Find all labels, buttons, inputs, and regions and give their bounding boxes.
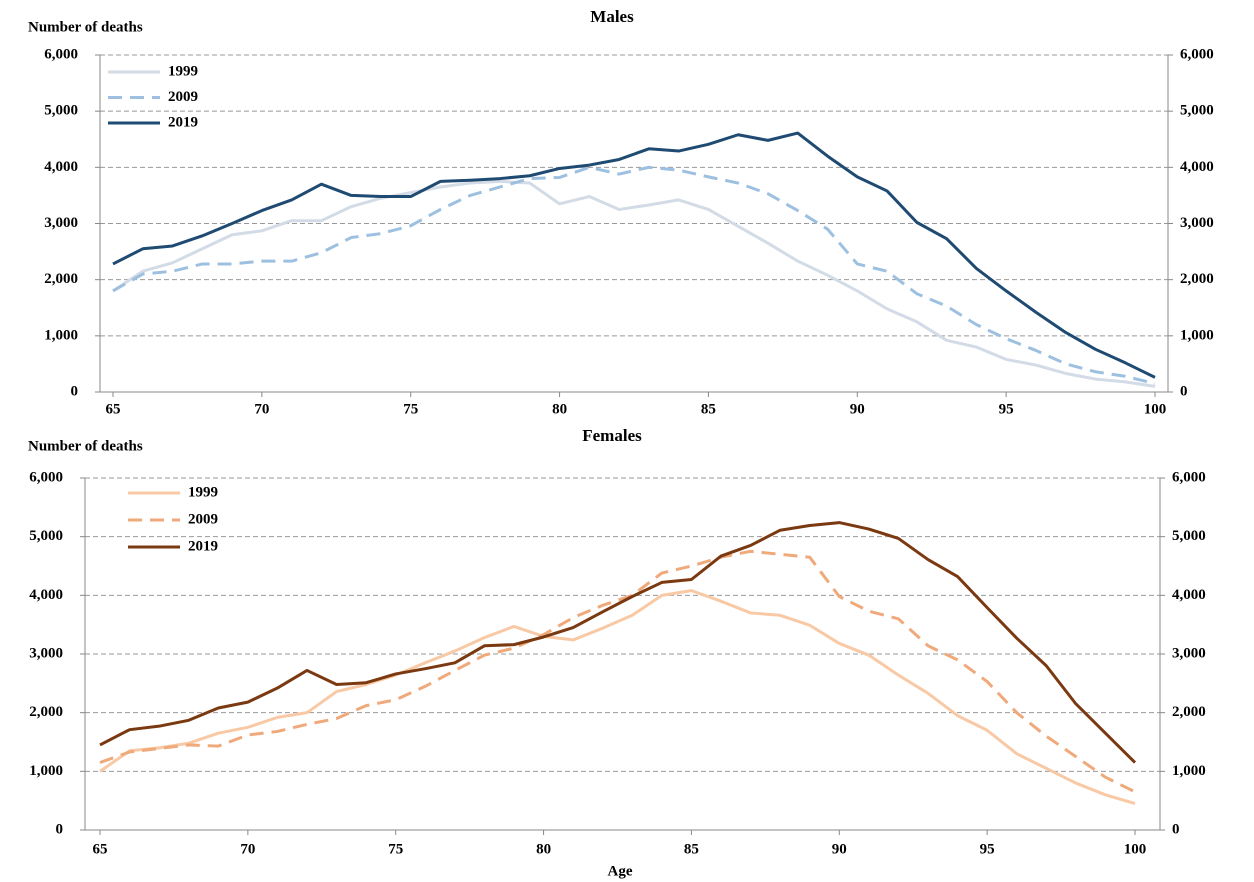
y-axis-label: Number of deaths bbox=[28, 438, 143, 454]
chart-title: Males bbox=[590, 7, 634, 26]
y-axis-label: Number of deaths bbox=[28, 19, 143, 35]
x-tick-label: 95 bbox=[980, 841, 995, 857]
y-tick-label: 0 bbox=[71, 383, 79, 399]
y-tick-label: 3,000 bbox=[44, 215, 78, 231]
y-tick-label: 1,000 bbox=[44, 327, 78, 343]
y-tick-label: 3,000 bbox=[29, 645, 63, 661]
y-tick-label: 5,000 bbox=[44, 103, 78, 119]
series-line bbox=[99, 521, 1137, 764]
x-tick-label: 75 bbox=[388, 841, 403, 857]
y2-tick-label: 5,000 bbox=[1180, 103, 1214, 119]
x-tick-label: 85 bbox=[701, 401, 716, 417]
x-tick-label: 75 bbox=[403, 401, 418, 417]
x-tick-label: 90 bbox=[832, 841, 847, 857]
x-tick-label: 100 bbox=[1144, 401, 1167, 417]
legend-label: 2019 bbox=[188, 538, 218, 554]
y2-tick-label: 4,000 bbox=[1172, 587, 1206, 603]
legend-label: 2009 bbox=[168, 89, 198, 105]
x-tick-label: 70 bbox=[254, 401, 269, 417]
y2-tick-label: 2,000 bbox=[1172, 704, 1206, 720]
y-tick-label: 5,000 bbox=[29, 528, 63, 544]
y2-tick-label: 5,000 bbox=[1172, 528, 1206, 544]
x-tick-label: 65 bbox=[93, 841, 108, 857]
chart-title: Females bbox=[582, 426, 642, 445]
y2-tick-label: 2,000 bbox=[1180, 271, 1214, 287]
y2-tick-label: 4,000 bbox=[1180, 159, 1214, 175]
x-tick-label: 80 bbox=[552, 401, 567, 417]
y-tick-label: 2,000 bbox=[29, 704, 63, 720]
x-tick-label: 95 bbox=[999, 401, 1014, 417]
y-tick-label: 4,000 bbox=[29, 587, 63, 603]
x-tick-label: 90 bbox=[850, 401, 865, 417]
series-line bbox=[112, 131, 1156, 379]
legend-label: 1999 bbox=[168, 63, 198, 79]
y2-tick-label: 1,000 bbox=[1180, 327, 1214, 343]
x-tick-label: 80 bbox=[536, 841, 551, 857]
series-line bbox=[112, 179, 1156, 388]
y-tick-label: 4,000 bbox=[44, 159, 78, 175]
legend-label: 2019 bbox=[168, 114, 198, 130]
x-tick-label: 65 bbox=[106, 401, 121, 417]
series-line bbox=[99, 589, 1136, 806]
legend-label: 2009 bbox=[188, 511, 218, 527]
y2-tick-label: 6,000 bbox=[1172, 469, 1206, 485]
y2-tick-label: 6,000 bbox=[1180, 46, 1214, 62]
legend-label: 1999 bbox=[188, 484, 218, 500]
y-tick-label: 1,000 bbox=[29, 763, 63, 779]
x-tick-label: 100 bbox=[1124, 841, 1147, 857]
y-tick-label: 6,000 bbox=[44, 46, 78, 62]
y2-tick-label: 0 bbox=[1180, 383, 1188, 399]
x-tick-label: 70 bbox=[240, 841, 255, 857]
y2-tick-label: 0 bbox=[1172, 821, 1180, 837]
y-tick-label: 0 bbox=[56, 821, 64, 837]
y2-tick-label: 3,000 bbox=[1172, 645, 1206, 661]
x-axis-label: Age bbox=[608, 863, 633, 879]
series-line bbox=[99, 549, 1136, 794]
y-tick-label: 2,000 bbox=[44, 271, 78, 287]
y2-tick-label: 3,000 bbox=[1180, 215, 1214, 231]
y-tick-label: 6,000 bbox=[29, 469, 63, 485]
series-line bbox=[112, 165, 1156, 386]
x-tick-label: 85 bbox=[684, 841, 699, 857]
y2-tick-label: 1,000 bbox=[1172, 763, 1206, 779]
